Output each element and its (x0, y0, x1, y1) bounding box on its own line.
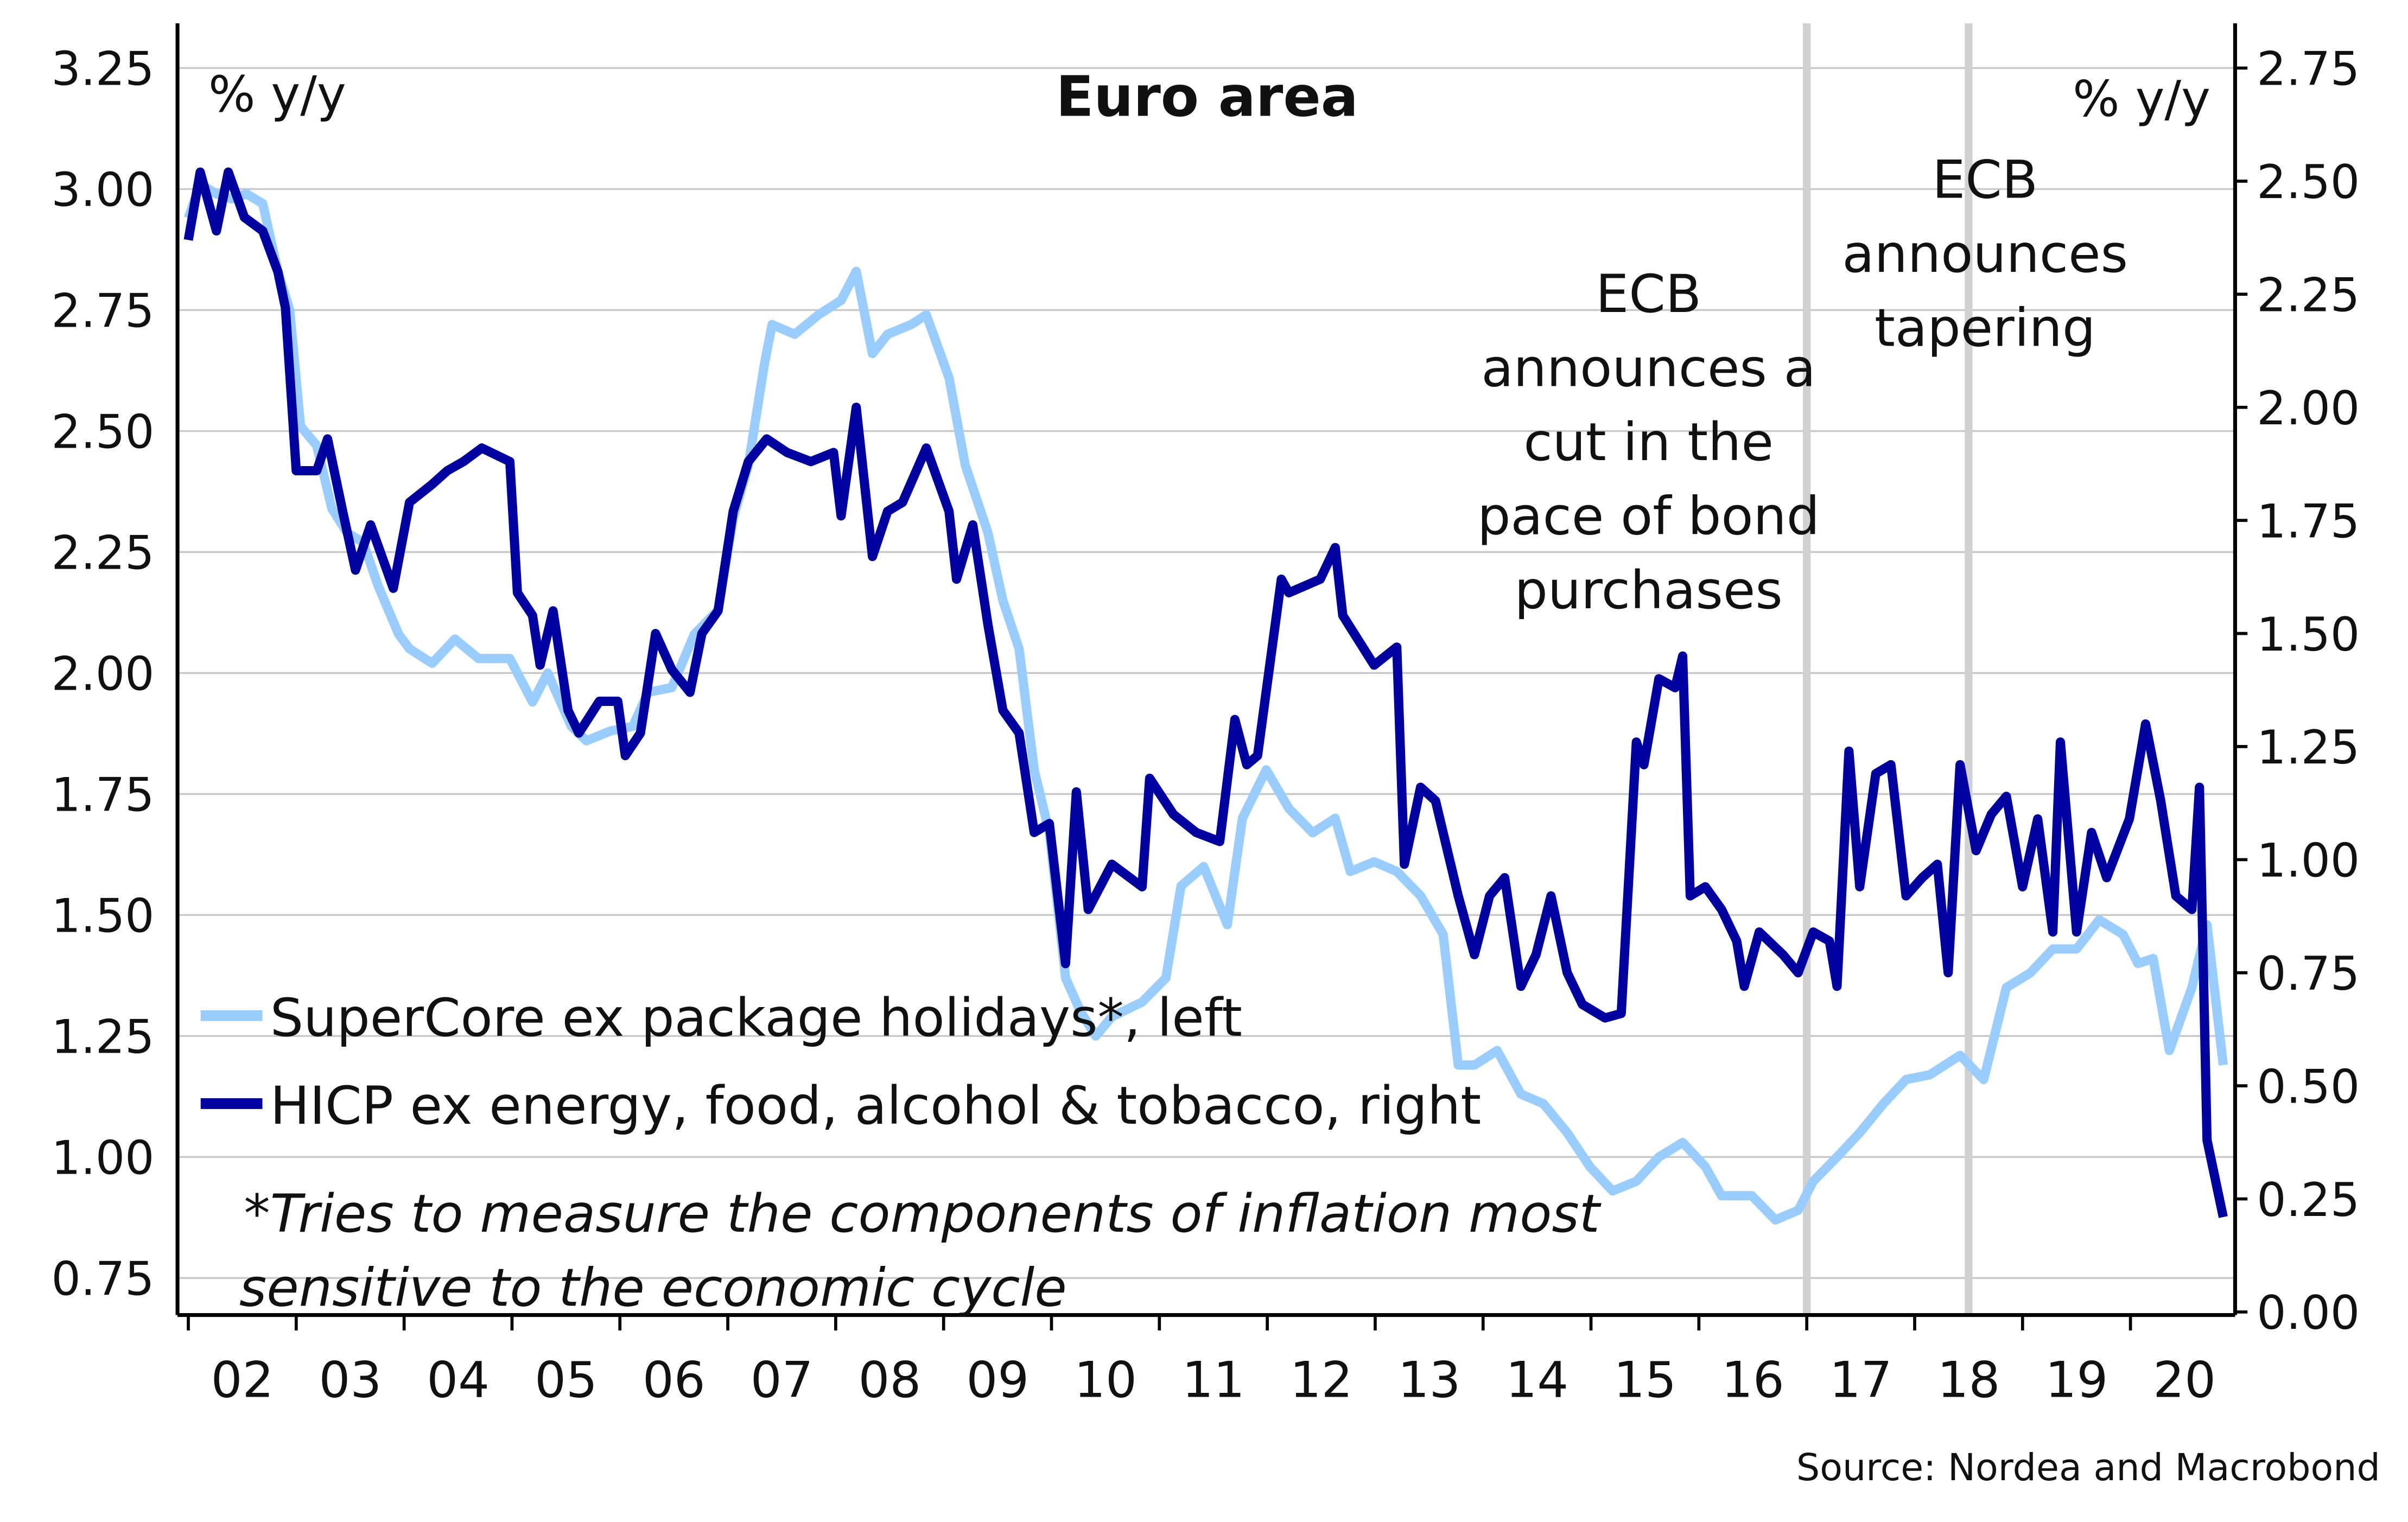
x-tick-label: 07 (751, 1352, 814, 1409)
legend-label-supercore: SuperCore ex package holidays*, left (270, 987, 1242, 1048)
left-tick-label: 2.00 (51, 648, 154, 702)
x-tick-label: 11 (1182, 1352, 1245, 1409)
right-tick-label: 1.25 (2257, 721, 2360, 775)
series-line-hicp-core (183, 167, 2228, 1218)
left-tick-label: 1.25 (51, 1011, 154, 1065)
left-tick-label: 0.75 (51, 1253, 154, 1307)
legend-label-hicp-core: HICP ex energy, food, alcohol & tobacco,… (270, 1075, 1481, 1136)
chart-title: Euro area (1056, 65, 1358, 130)
right-tick-label: 2.25 (2257, 269, 2360, 323)
right-tick-label: 0.25 (2257, 1174, 2360, 1227)
x-tick-label: 08 (859, 1352, 922, 1409)
left-tick-label: 1.75 (51, 769, 154, 823)
annotation-text: tapering (1875, 297, 2095, 358)
axes (175, 23, 2238, 1317)
x-tick-label: 06 (643, 1352, 706, 1409)
x-tick-label: 04 (427, 1352, 490, 1409)
x-tick-label: 18 (1937, 1352, 2000, 1409)
annotation-text: pace of bond (1477, 485, 1820, 546)
right-axis-unit: % y/y (2073, 71, 2210, 128)
right-tick-label: 2.75 (2257, 43, 2360, 97)
tick-labels: 3.25 3.00 2.75 2.50 2.25 2.00 1.75 1.50 1.25 1.00… (51, 43, 2360, 1409)
annotation-text: purchases (1515, 559, 1783, 621)
annotation-text: ECB (1596, 263, 1701, 324)
right-tick-label: 2.50 (2257, 156, 2360, 209)
x-tick-label: 10 (1074, 1352, 1137, 1409)
left-axis-unit: % y/y (208, 66, 346, 123)
x-tick-label: 03 (319, 1352, 382, 1409)
annotation-text: cut in the (1523, 411, 1774, 473)
x-tick-label: 20 (2153, 1352, 2216, 1409)
x-tick-label: 13 (1398, 1352, 1461, 1409)
x-tick-label: 16 (1721, 1352, 1784, 1409)
event-lines (1803, 23, 1973, 1315)
left-tick-label: 1.00 (51, 1132, 154, 1186)
left-tick-label: 3.25 (51, 43, 154, 97)
legend: SuperCore ex package holidays*, left HIC… (200, 987, 1481, 1136)
footnote-line-2: sensitive to the economic cycle (239, 1257, 1067, 1319)
left-tick-label: 2.75 (51, 285, 154, 339)
footnote-line-1: *Tries to measure the components of infl… (244, 1183, 1601, 1244)
x-tick-label: 09 (966, 1352, 1029, 1409)
x-tick-label: 19 (2045, 1352, 2108, 1409)
left-tick-label: 2.50 (51, 406, 154, 460)
annotations: ECB announces a cut in the pace of bond purc… (1477, 149, 2128, 621)
x-tick-label: 17 (1829, 1352, 1892, 1409)
right-tick-label: 0.00 (2257, 1287, 2360, 1340)
x-tick-label: 14 (1505, 1352, 1568, 1409)
x-tick-label: 12 (1290, 1352, 1353, 1409)
annotation-text: announces a (1481, 337, 1816, 398)
left-tick-label: 2.25 (51, 527, 154, 581)
x-tick-label: 05 (535, 1352, 598, 1409)
left-tick-label: 1.50 (51, 890, 154, 944)
x-tick-label: 15 (1613, 1352, 1676, 1409)
left-tick-label: 3.00 (51, 164, 154, 218)
source-note: Source: Nordea and Macrobond (1796, 1447, 2380, 1489)
right-tick-label: 1.75 (2257, 495, 2360, 549)
series-lines (183, 167, 2228, 1225)
annotation-text: announces (1842, 223, 2128, 284)
series-line-supercore (183, 180, 2228, 1225)
right-tick-label: 0.75 (2257, 947, 2360, 1001)
right-tick-label: 2.00 (2257, 382, 2360, 436)
right-tick-label: 0.50 (2257, 1060, 2360, 1114)
x-tick-label: 02 (211, 1352, 274, 1409)
annotation-text: ECB (1932, 149, 2038, 210)
right-tick-label: 1.00 (2257, 835, 2360, 888)
right-tick-label: 1.50 (2257, 608, 2360, 662)
gridlines (177, 66, 2248, 1331)
